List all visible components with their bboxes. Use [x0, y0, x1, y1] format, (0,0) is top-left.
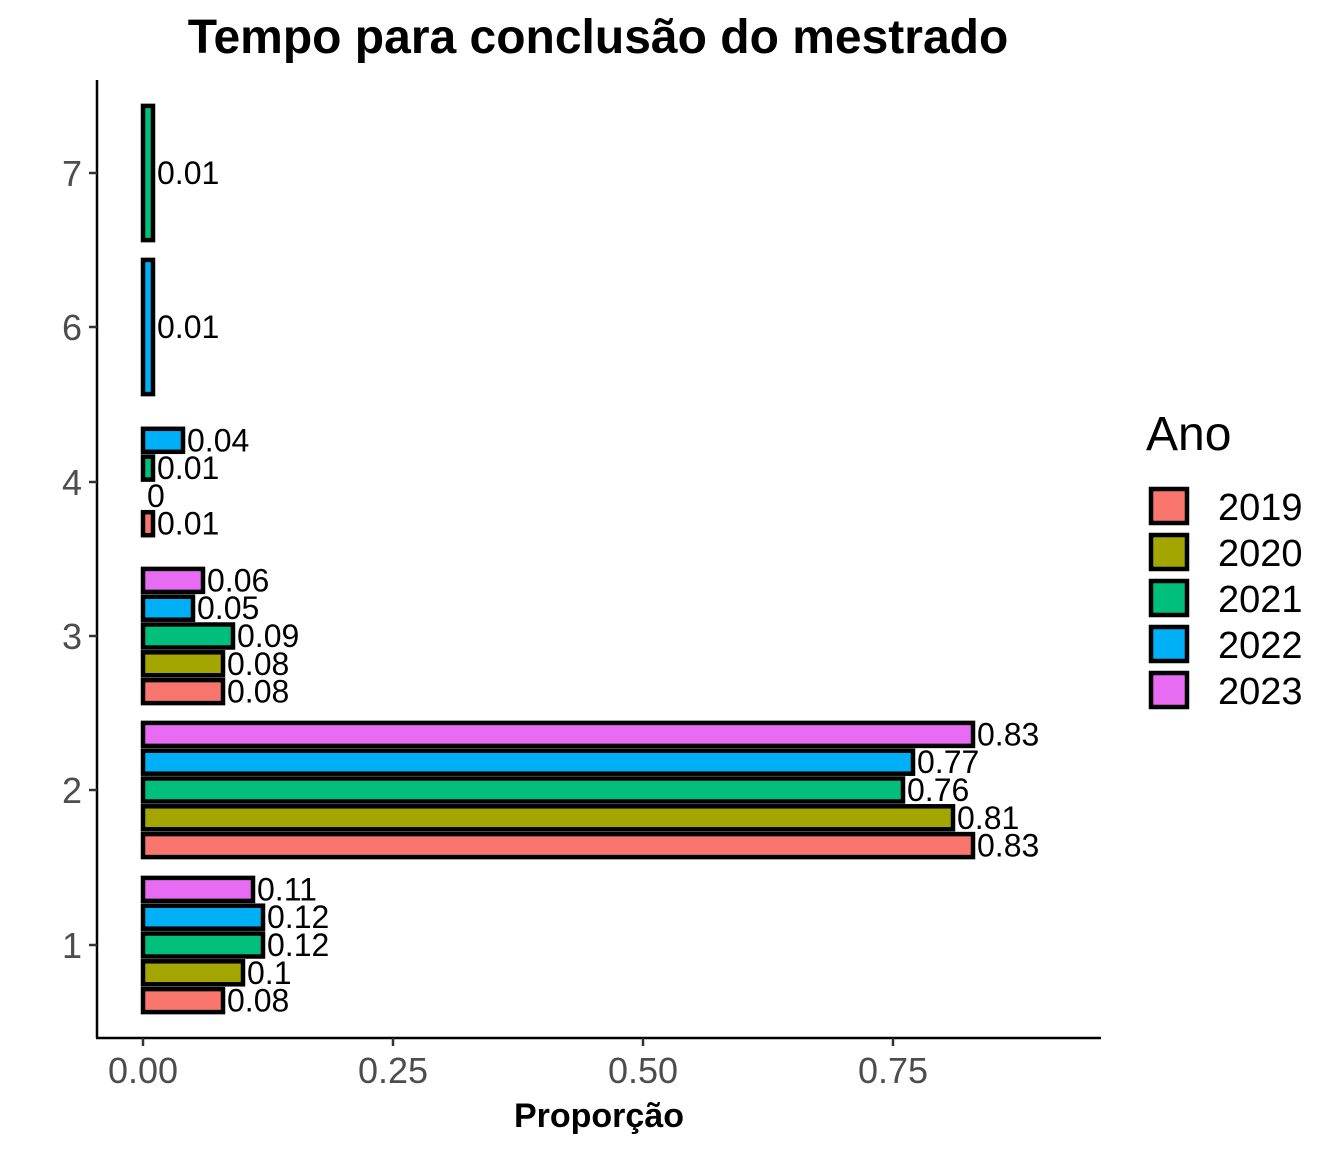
bar-2022-cat-1	[140, 903, 266, 931]
bar-2023-cat-3	[140, 566, 206, 595]
data-label-2019-cat-3: 0.08	[227, 674, 289, 710]
x-tick-label-0.50: 0.50	[608, 1050, 678, 1091]
y-tick-label-4: 4	[62, 462, 82, 503]
x-tick-label-0.75: 0.75	[858, 1050, 928, 1091]
bar-2019-cat-1	[140, 986, 226, 1015]
legend-label-2019: 2019	[1218, 487, 1303, 529]
bar-2019-cat-4	[140, 509, 156, 538]
data-label-2019-cat-2: 0.83	[977, 828, 1039, 864]
legend-key-2022	[1148, 624, 1190, 664]
data-label-2021-cat-2: 0.76	[907, 772, 969, 808]
bar-2020-cat-1	[140, 959, 246, 987]
legend-label-2023: 2023	[1218, 671, 1303, 713]
bar-2021-cat-1	[140, 931, 266, 959]
y-tick-label-6: 6	[62, 307, 82, 348]
data-label-2019-cat-4: 0.01	[157, 506, 219, 542]
y-axis-ticks: 1 2 3 4 6 7	[62, 153, 97, 966]
bar-2022-cat-3	[140, 594, 196, 622]
bar-2020-cat-3	[140, 650, 226, 678]
y-tick-label-7: 7	[62, 153, 82, 194]
y-tick-label-2: 2	[62, 770, 82, 811]
bar-2021-cat-3	[140, 622, 236, 650]
data-label-2019-cat-1: 0.08	[227, 983, 289, 1019]
legend-key-2021	[1148, 578, 1190, 618]
legend-key-2020	[1148, 532, 1190, 572]
data-label-2022-cat-2: 0.77	[917, 744, 979, 780]
x-tick-label-0.25: 0.25	[358, 1050, 428, 1091]
data-label-2022-cat-3: 0.05	[197, 590, 259, 626]
bar-2022-cat-4	[140, 426, 186, 455]
data-label-2020-cat-3: 0.08	[227, 646, 289, 682]
data-label-2021-cat-1: 0.12	[267, 927, 329, 963]
bar-2021-cat-7	[140, 103, 156, 243]
x-tick-label-0.00: 0.00	[108, 1050, 178, 1091]
data-label-2020-cat-2: 0.81	[957, 800, 1019, 836]
y-tick-label-1: 1	[62, 925, 82, 966]
x-axis-ticks: 0.00 0.25 0.50 0.75	[108, 1038, 928, 1091]
data-label-2022-cat-6: 0.01	[157, 309, 219, 345]
data-label-2022-cat-1: 0.12	[267, 899, 329, 935]
y-tick-label-3: 3	[62, 616, 82, 657]
bar-2020-cat-2	[140, 804, 956, 832]
x-axis-label: Proporção	[514, 1097, 684, 1135]
bar-2021-cat-4	[140, 454, 156, 482]
legend-title: Ano	[1146, 408, 1231, 461]
bar-2021-cat-2	[140, 776, 906, 804]
data-label-2023-cat-1: 0.11	[257, 871, 317, 907]
data-label-2021-cat-3: 0.09	[237, 618, 299, 654]
data-label-2020-cat-1: 0.1	[247, 955, 291, 991]
data-label-2023-cat-2: 0.83	[977, 716, 1039, 752]
bar-2022-cat-2	[140, 748, 916, 776]
data-label-2022-cat-4: 0.04	[187, 422, 249, 458]
chart-title: Tempo para conclusão do mestrado	[188, 11, 1009, 64]
legend-label-2020: 2020	[1218, 533, 1303, 575]
legend-key-2019	[1148, 486, 1190, 526]
legend-label-2022: 2022	[1218, 625, 1303, 667]
bars-layer	[140, 103, 976, 1015]
bar-2023-cat-2	[140, 720, 976, 749]
data-label-2021-cat-4: 0.01	[157, 450, 219, 486]
bar-2019-cat-2	[140, 831, 976, 860]
bar-2022-cat-6	[140, 257, 156, 397]
data-label-2020-cat-4: 0	[147, 478, 165, 514]
data-labels-layer: 0.080.10.120.120.110.830.810.760.770.830…	[147, 155, 1039, 1019]
data-label-2021-cat-7: 0.01	[157, 155, 219, 191]
legend-label-2021: 2021	[1218, 579, 1303, 621]
bar-2019-cat-3	[140, 677, 226, 706]
legend-key-2023	[1148, 670, 1190, 710]
bar-2023-cat-1	[140, 875, 256, 904]
data-label-2023-cat-3: 0.06	[207, 562, 269, 598]
